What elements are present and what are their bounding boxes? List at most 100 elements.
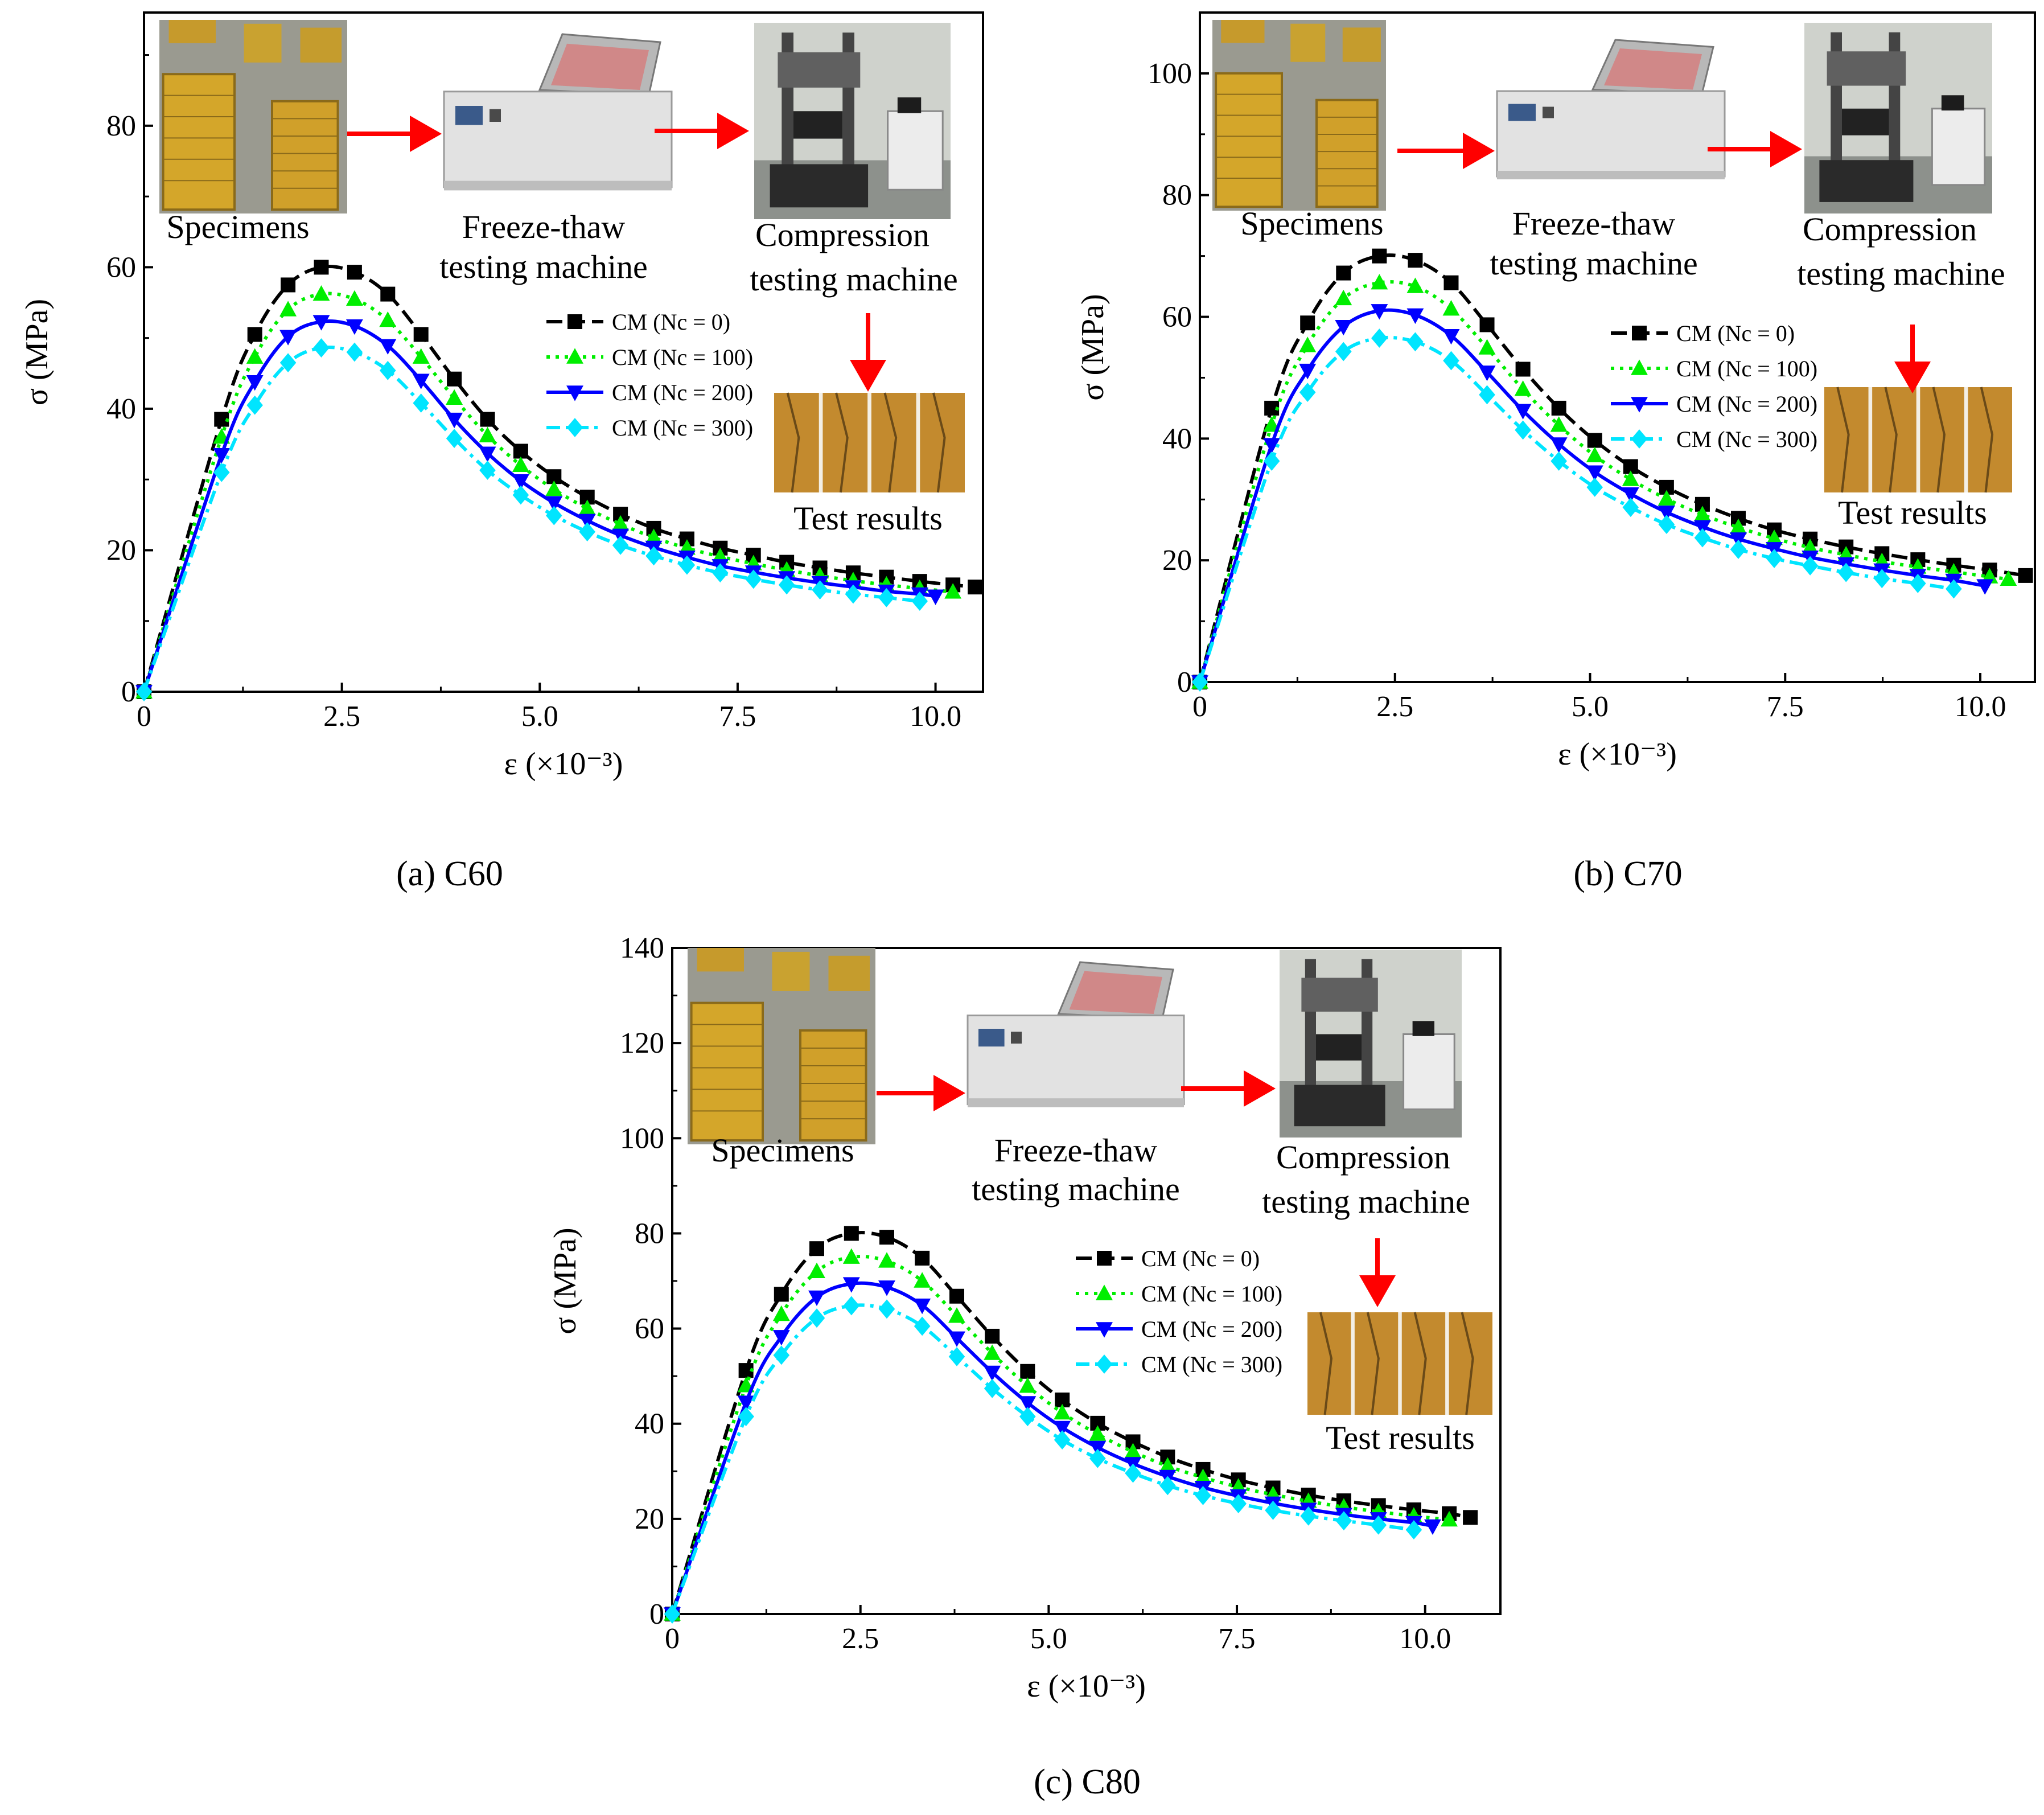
data-point <box>1622 470 1639 486</box>
data-point <box>712 563 729 583</box>
failed-specimen <box>1968 387 2012 492</box>
failed-specimen <box>1872 387 1916 492</box>
machine-base <box>1819 160 1914 202</box>
step-label-compression: Compression <box>1803 211 1977 248</box>
data-point <box>1407 332 1424 352</box>
failed-specimen <box>871 393 916 492</box>
data-point <box>914 1316 931 1336</box>
data-point <box>279 330 297 346</box>
data-point <box>281 277 296 293</box>
control-cabinet <box>1403 1033 1455 1110</box>
y-axis-label: σ (MPa) <box>1075 294 1111 400</box>
legend-label: CM (Nc = 200) <box>1141 1316 1282 1342</box>
specimen-block <box>799 1029 867 1142</box>
data-point <box>1802 539 1819 555</box>
data-point <box>513 444 528 459</box>
control-panel <box>978 1029 1005 1047</box>
data-point <box>1694 528 1711 548</box>
legend-label: CM (Nc = 0) <box>1676 321 1795 346</box>
data-point <box>1766 529 1783 545</box>
data-point <box>911 592 928 611</box>
specimen-block-back <box>168 20 216 43</box>
data-point <box>1586 477 1603 497</box>
data-point <box>446 389 463 405</box>
crack-line <box>1366 1312 1380 1415</box>
data-point <box>1019 1377 1037 1393</box>
step-label-compression-2: testing machine <box>1797 255 2005 292</box>
data-point <box>1265 1500 1281 1520</box>
data-point <box>545 496 563 512</box>
data-point <box>246 395 263 415</box>
legend-marker <box>1096 1284 1113 1300</box>
legend-label: CM (Nc = 200) <box>1676 391 1817 417</box>
step-label-freeze-thaw: Freeze-thaw <box>1512 205 1676 242</box>
legend-label: CM (Nc = 300) <box>1141 1352 1282 1377</box>
data-point <box>1408 253 1423 268</box>
data-point <box>1299 363 1317 380</box>
chart-panel-c: 0 2.5 5.0 7.5 10.0 0 20 40 60 80 100 120 140 ε (×10⁻³… <box>548 932 1502 1801</box>
failed-specimen <box>1401 1312 1446 1415</box>
data-point <box>1019 1396 1037 1412</box>
specimen-block-back <box>828 955 870 991</box>
legend-marker <box>1631 429 1648 449</box>
y-tick-label: 60 <box>106 251 136 284</box>
data-point <box>1730 518 1747 535</box>
data-point <box>279 353 297 373</box>
crack-line <box>1413 1312 1427 1415</box>
lid-inner <box>551 43 649 90</box>
data-point <box>1551 451 1567 471</box>
specimen-block-back <box>772 951 810 991</box>
y-tick-label: 80 <box>635 1217 664 1250</box>
data-point <box>612 535 629 555</box>
data-point <box>2018 568 2033 583</box>
data-point <box>480 412 495 427</box>
data-point <box>914 1298 931 1315</box>
data-point <box>135 682 153 701</box>
x-tick-label: 5.0 <box>1572 691 1609 723</box>
data-point <box>2000 570 2017 586</box>
data-point <box>512 485 529 505</box>
legend-label: CM (Nc = 0) <box>1141 1246 1260 1271</box>
series-1 <box>135 285 962 699</box>
step-label-compression: Compression <box>1276 1139 1450 1176</box>
crosshead <box>1827 51 1906 86</box>
failed-specimen <box>774 393 819 492</box>
data-point <box>1371 274 1388 290</box>
step-label-freeze-thaw-2: testing machine <box>1490 245 1698 282</box>
compression-machine-photo <box>1804 23 1992 213</box>
data-point <box>773 1345 790 1365</box>
data-point <box>279 301 297 317</box>
data-point <box>1371 304 1388 320</box>
series-line <box>142 345 920 693</box>
machine-base <box>1294 1085 1385 1127</box>
data-point <box>948 1346 965 1366</box>
specimen-block <box>162 73 236 211</box>
data-point <box>1335 289 1352 306</box>
data-point <box>379 311 397 327</box>
data-point <box>578 514 596 529</box>
specimen-block <box>1215 72 1284 208</box>
data-point <box>984 1378 1001 1398</box>
y-tick-label: 0 <box>121 676 136 708</box>
data-point <box>664 1604 681 1624</box>
legend-marker <box>566 385 583 401</box>
data-point <box>479 426 496 442</box>
lid-inner <box>1069 971 1162 1014</box>
data-point <box>1463 1510 1478 1525</box>
control-panel <box>1508 104 1536 121</box>
x-axis-label: ε (×10⁻³) <box>1558 737 1677 772</box>
data-point <box>678 555 696 575</box>
machine-base <box>444 180 672 191</box>
y-axis-label: σ (MPa) <box>19 299 55 405</box>
specimen-block-back <box>244 23 282 63</box>
series-line <box>1198 280 2009 683</box>
data-point <box>1910 573 1926 593</box>
data-point <box>1159 1476 1176 1496</box>
crack-line <box>1932 387 1946 493</box>
crack-line <box>883 392 898 493</box>
data-point <box>1371 328 1388 348</box>
data-point <box>512 474 529 490</box>
crack-line <box>1884 387 1898 493</box>
machine-base <box>770 164 869 208</box>
step-label-test-results: Test results <box>1326 1419 1475 1456</box>
